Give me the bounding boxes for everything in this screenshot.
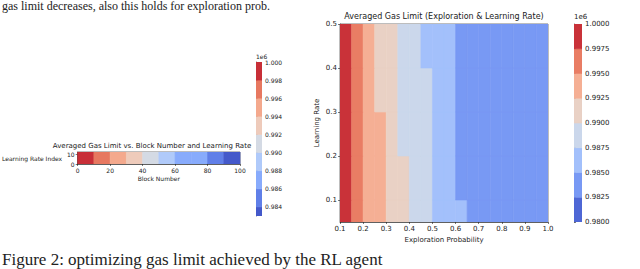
svg-text:gas limit decreases, also this: gas limit decreases, also this holds for… [2,0,270,13]
svg-text:1.000: 1.000 [265,59,282,66]
svg-text:Block Number: Block Number [138,175,181,182]
svg-text:1.0000: 1.0000 [585,20,610,28]
svg-text:80: 80 [204,167,212,174]
svg-text:0.2: 0.2 [358,225,369,233]
svg-text:0.6: 0.6 [450,225,462,233]
svg-text:0.9950: 0.9950 [585,70,610,78]
svg-text:0.986: 0.986 [265,185,282,192]
svg-text:0: 0 [71,161,75,168]
svg-text:0.984: 0.984 [265,203,282,210]
svg-text:0.994: 0.994 [265,113,282,120]
svg-text:0.992: 0.992 [265,131,282,138]
svg-text:0.9925: 0.9925 [585,94,610,102]
svg-text:Averaged Gas Limit (Exploratio: Averaged Gas Limit (Exploration & Learni… [344,12,543,21]
svg-text:0.9800: 0.9800 [585,218,610,226]
svg-text:1e6: 1e6 [574,13,588,22]
svg-text:0.7: 0.7 [473,225,484,233]
svg-text:1.0: 1.0 [542,225,553,233]
svg-text:0.5: 0.5 [427,225,438,233]
svg-text:0.988: 0.988 [265,167,282,174]
svg-text:0.3: 0.3 [381,225,392,233]
svg-text:0.9875: 0.9875 [585,144,610,152]
svg-text:1e6: 1e6 [256,52,268,60]
svg-text:0.2: 0.2 [326,152,337,160]
svg-text:0.990: 0.990 [265,149,282,156]
svg-text:0.5: 0.5 [326,20,337,28]
svg-text:0.4: 0.4 [326,64,338,72]
svg-text:0.9825: 0.9825 [585,193,610,201]
svg-text:0.1: 0.1 [326,196,337,204]
svg-text:0.8: 0.8 [496,225,507,233]
svg-text:Figure 2: optimizing gas limit: Figure 2: optimizing gas limit achieved … [2,250,383,269]
svg-text:0.9: 0.9 [519,225,530,233]
svg-text:Learning Rate Index: Learning Rate Index [2,155,63,163]
svg-text:0.3: 0.3 [326,108,337,116]
svg-text:100: 100 [234,167,246,174]
svg-text:60: 60 [171,167,179,174]
svg-text:20: 20 [106,167,114,174]
svg-text:0.998: 0.998 [265,77,282,84]
svg-text:Averaged Gas Limit vs. Block N: Averaged Gas Limit vs. Block Number and … [53,142,251,150]
svg-text:0.9900: 0.9900 [585,119,610,127]
svg-text:Learning Rate: Learning Rate [313,99,321,148]
svg-text:0.1: 0.1 [334,225,345,233]
svg-text:0.996: 0.996 [265,95,282,102]
svg-text:0.9975: 0.9975 [585,45,610,53]
svg-text:0.4: 0.4 [404,225,416,233]
svg-text:10: 10 [67,151,75,158]
svg-text:0.9850: 0.9850 [585,169,610,177]
svg-text:40: 40 [139,167,147,174]
svg-text:Exploration Probability: Exploration Probability [404,236,483,244]
svg-text:0: 0 [76,167,80,174]
